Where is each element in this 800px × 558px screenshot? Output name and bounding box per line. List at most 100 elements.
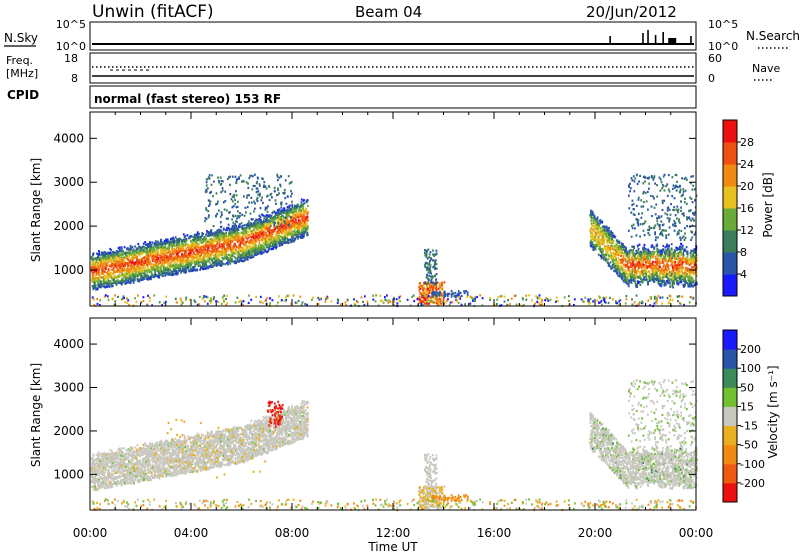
power-cell bbox=[247, 248, 249, 250]
power-cell bbox=[143, 247, 145, 249]
power-cell bbox=[169, 266, 171, 268]
power-cell bbox=[444, 281, 446, 283]
power-cell bbox=[135, 251, 137, 253]
power-cell bbox=[155, 252, 157, 254]
power-cell bbox=[205, 264, 207, 266]
power-cell bbox=[424, 249, 426, 251]
power-cell bbox=[179, 250, 181, 252]
power-cell bbox=[430, 251, 432, 253]
power-cell bbox=[242, 260, 244, 262]
power-cell bbox=[241, 214, 243, 216]
power-cell bbox=[158, 276, 160, 278]
power-cell bbox=[205, 238, 207, 240]
power-cell bbox=[274, 230, 276, 232]
power-cell bbox=[306, 216, 308, 218]
power-cell bbox=[110, 257, 112, 259]
power-cell bbox=[229, 211, 231, 213]
power-cell bbox=[282, 231, 284, 233]
power-cell bbox=[284, 197, 286, 199]
power-cell bbox=[273, 224, 275, 226]
power-cell bbox=[209, 240, 211, 242]
power-cell bbox=[137, 264, 139, 266]
power-cell bbox=[250, 225, 252, 227]
power-cell bbox=[615, 258, 617, 260]
power-cell bbox=[268, 186, 270, 188]
power-cell bbox=[137, 275, 139, 277]
power-cell bbox=[216, 230, 218, 232]
power-cell bbox=[302, 205, 304, 207]
power-cell bbox=[246, 197, 248, 199]
power-cell bbox=[198, 265, 200, 267]
nsearch-label: N.Search bbox=[746, 29, 800, 43]
power-cell bbox=[271, 236, 273, 238]
power-cell bbox=[210, 238, 212, 240]
cpid-label: CPID bbox=[7, 88, 39, 102]
power-cell bbox=[208, 247, 210, 249]
power-cell bbox=[142, 268, 144, 270]
power-cell bbox=[95, 279, 97, 281]
power-cell bbox=[306, 223, 308, 225]
date-title: 20/Jun/2012 bbox=[586, 3, 677, 21]
power-cell bbox=[108, 280, 110, 282]
power-cell bbox=[208, 254, 210, 256]
power-cell bbox=[594, 217, 596, 219]
power-cell bbox=[121, 246, 123, 248]
power-cell bbox=[204, 220, 206, 222]
power-cell bbox=[105, 277, 107, 279]
power-cell bbox=[173, 245, 175, 247]
power-cell bbox=[159, 260, 161, 262]
power-cell bbox=[146, 274, 148, 276]
power-cell bbox=[181, 253, 183, 255]
power-cell bbox=[218, 249, 220, 251]
power-cell bbox=[620, 269, 622, 271]
power-cell bbox=[609, 265, 611, 267]
power-cell bbox=[219, 245, 221, 247]
power-cell bbox=[302, 213, 304, 215]
power-cell bbox=[248, 220, 250, 222]
power-cell bbox=[220, 230, 222, 232]
power-cell bbox=[140, 250, 142, 252]
power-cell bbox=[239, 212, 241, 214]
power-cell bbox=[293, 237, 295, 239]
power-cell bbox=[256, 239, 258, 241]
power-cell bbox=[251, 188, 253, 190]
power-cell bbox=[436, 263, 438, 265]
power-cell bbox=[141, 258, 143, 260]
power-cell bbox=[175, 236, 177, 238]
power-cell bbox=[608, 230, 610, 232]
power-cell bbox=[447, 293, 449, 295]
power-cell bbox=[226, 256, 228, 258]
power-cell bbox=[426, 250, 428, 252]
power-cell bbox=[151, 248, 153, 250]
power-cell bbox=[225, 232, 227, 234]
power-cell bbox=[612, 267, 614, 269]
power-cell bbox=[235, 215, 237, 217]
power-cell bbox=[180, 265, 182, 267]
power-cell bbox=[139, 254, 141, 256]
power-cell bbox=[185, 238, 187, 240]
power-cell bbox=[291, 193, 293, 195]
power-cell bbox=[610, 255, 612, 257]
power-cell bbox=[233, 215, 235, 217]
power-cell bbox=[225, 250, 227, 252]
power-cell bbox=[166, 255, 168, 257]
power-cell bbox=[263, 186, 265, 188]
power-cell bbox=[440, 298, 442, 300]
power-cell bbox=[94, 267, 96, 269]
power-cell bbox=[255, 245, 257, 247]
power-cell bbox=[100, 281, 102, 283]
power-cell bbox=[277, 218, 279, 220]
power-cell bbox=[431, 301, 433, 303]
power-cell bbox=[305, 208, 307, 210]
power-cell bbox=[119, 260, 121, 262]
power-cell bbox=[292, 220, 294, 222]
power-cell bbox=[248, 237, 250, 239]
power-cell bbox=[302, 208, 304, 210]
power-cell bbox=[622, 243, 624, 245]
power-cell bbox=[290, 209, 292, 211]
power-cell bbox=[146, 271, 148, 273]
power-cell bbox=[246, 181, 248, 183]
power-cell bbox=[157, 244, 159, 246]
power-cell bbox=[620, 255, 622, 257]
power-cell bbox=[123, 262, 125, 264]
